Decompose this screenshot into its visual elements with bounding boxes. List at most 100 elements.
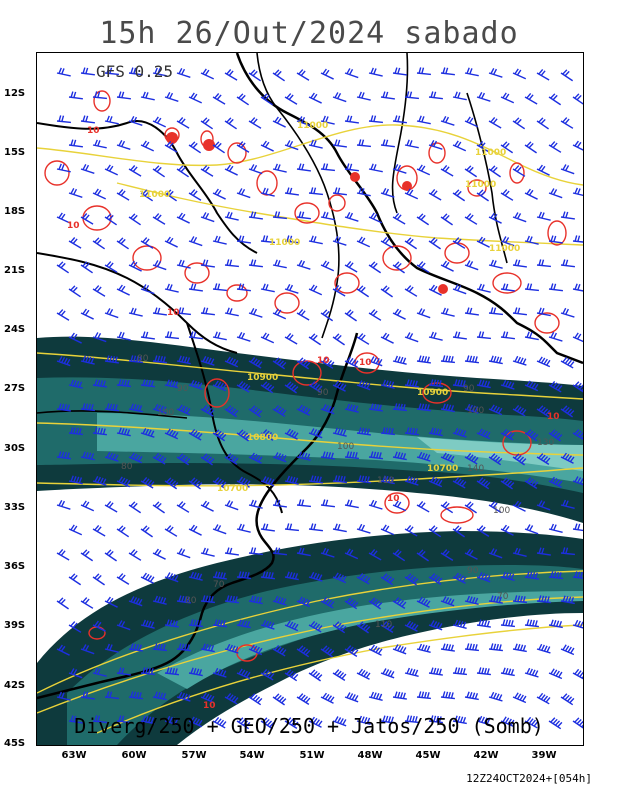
wind-barb-feather xyxy=(361,381,366,387)
wind-barb-feather xyxy=(120,238,126,245)
wind-barb-feather xyxy=(326,648,333,654)
wind-barb-feather xyxy=(96,286,102,292)
wind-barb-feather xyxy=(558,671,563,678)
wind-barb-feather xyxy=(202,259,206,266)
wind-barb-feather xyxy=(281,409,287,415)
wind-barb-feather xyxy=(336,622,342,629)
wind-barb-feather xyxy=(135,454,140,461)
wind-barb-feather xyxy=(144,190,150,197)
wind-barb-feather xyxy=(346,597,352,603)
wind-barb-feather xyxy=(339,475,343,482)
wind-barb-feather xyxy=(474,692,479,700)
wind-barb-feather xyxy=(565,211,569,218)
wind-barb-feather xyxy=(142,237,148,243)
wind-barb-feather xyxy=(123,478,128,485)
wind-barb-feather xyxy=(252,694,258,701)
wind-barb-feather xyxy=(574,619,579,626)
wind-barb-feather xyxy=(430,573,436,579)
wind-barb-feather xyxy=(120,477,126,484)
wind-barb-feather xyxy=(84,309,90,316)
wind-barb-feather xyxy=(169,716,174,723)
wind-barb-feather xyxy=(130,403,134,410)
wind-barb-feather xyxy=(318,574,323,581)
wind-barb-feather xyxy=(437,577,443,584)
wind-barb-feather xyxy=(382,621,388,627)
wind-barb-feather xyxy=(445,643,449,650)
wind-barb-feather xyxy=(492,549,498,556)
wind-barb-shaft xyxy=(224,264,239,268)
wind-barb-feather xyxy=(82,644,87,651)
wind-barb-feather xyxy=(202,547,207,554)
wind-barb-feather xyxy=(94,475,99,482)
wind-barb-feather xyxy=(432,526,438,533)
lon-tick: 60W xyxy=(121,750,147,761)
wind-barb-feather xyxy=(394,451,398,458)
wind-barb-feather xyxy=(334,427,339,434)
wind-barb-feather xyxy=(267,571,272,579)
wind-barb-feather xyxy=(233,409,239,416)
wind-barb-feather xyxy=(324,646,330,653)
wind-barb-feather xyxy=(221,721,227,727)
wind-barb-feather xyxy=(394,261,400,267)
wind-barb-feather xyxy=(274,452,279,459)
wind-barb-feather xyxy=(214,141,220,147)
wind-barb-feather xyxy=(562,595,566,602)
wind-barb-feather xyxy=(250,452,255,459)
wind-barb-feather xyxy=(198,382,203,389)
wind-barb-feather xyxy=(254,408,261,414)
wind-barb-feather xyxy=(507,431,513,438)
wind-barb-feather xyxy=(132,166,138,172)
wind-barb-feather xyxy=(444,550,450,557)
wind-barb-feather xyxy=(262,283,266,290)
wind-barb-feather xyxy=(447,598,452,605)
jet-label: 90 xyxy=(463,384,475,394)
wind-barb-feather xyxy=(255,596,260,603)
wind-barb-feather xyxy=(269,722,275,728)
wind-barb-feather xyxy=(483,620,488,627)
wind-barb-feather xyxy=(310,428,315,435)
wind-barb-feather xyxy=(240,430,246,437)
wind-barb-feather xyxy=(495,596,500,603)
wind-barb-feather xyxy=(171,717,176,724)
wind-barb-feather xyxy=(157,260,162,267)
wind-barb-feather xyxy=(433,428,437,435)
wind-barb-feather xyxy=(195,431,201,438)
wind-barb-feather xyxy=(142,189,148,195)
wind-barb-feather xyxy=(217,332,221,339)
wind-barb-feather xyxy=(310,235,314,242)
wind-barb-feather xyxy=(454,476,460,483)
lon-tick: 54W xyxy=(239,750,265,761)
wind-barb-feather xyxy=(209,458,215,464)
wind-barb-feather xyxy=(94,427,98,434)
wind-barb-feather xyxy=(96,526,102,532)
wind-barb-feather xyxy=(301,499,305,506)
wind-barb-feather xyxy=(336,717,342,724)
wind-barb-feather xyxy=(154,260,159,267)
wind-barb-feather xyxy=(529,283,533,290)
wind-barb-feather xyxy=(238,235,242,242)
wind-barb-feather xyxy=(562,499,567,506)
wind-barb-feather xyxy=(567,646,572,653)
wind-barb-feather xyxy=(483,717,488,724)
wind-barb-feather xyxy=(242,432,249,438)
wind-barb-feather xyxy=(454,189,460,195)
wind-barb-feather xyxy=(414,669,419,676)
wind-barb-feather xyxy=(180,213,186,220)
wind-barb-feather xyxy=(97,91,101,98)
wind-barb-feather xyxy=(502,571,507,578)
jet-label: 100 xyxy=(337,442,354,452)
wind-barb-feather xyxy=(85,452,89,459)
wind-barb-feather xyxy=(293,673,299,680)
wind-barb-feather xyxy=(195,668,200,675)
wind-barb-feather xyxy=(149,576,155,583)
wind-barb-feather xyxy=(358,475,362,482)
wind-barb-feather xyxy=(438,479,443,486)
wind-barb-feather xyxy=(459,429,464,436)
wind-barb-feather xyxy=(526,380,531,387)
wind-barb-feather xyxy=(480,526,486,533)
wind-barb-feather xyxy=(406,620,412,627)
wind-barb-feather xyxy=(84,262,90,269)
wind-barb-feather xyxy=(480,190,486,197)
wind-barb-feather xyxy=(82,261,88,267)
wind-barb-feather xyxy=(324,693,330,700)
